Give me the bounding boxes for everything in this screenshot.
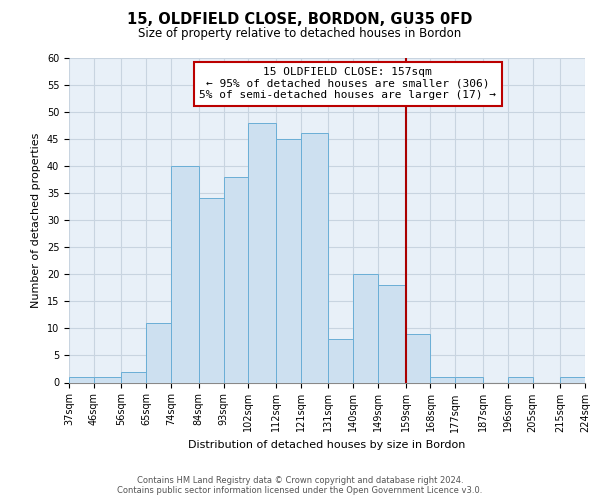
Bar <box>248 122 276 382</box>
Bar <box>121 372 146 382</box>
Bar <box>276 138 301 382</box>
Y-axis label: Number of detached properties: Number of detached properties <box>31 132 41 308</box>
Bar <box>406 334 430 382</box>
Text: Size of property relative to detached houses in Bordon: Size of property relative to detached ho… <box>139 28 461 40</box>
Text: 15 OLDFIELD CLOSE: 157sqm
← 95% of detached houses are smaller (306)
5% of semi-: 15 OLDFIELD CLOSE: 157sqm ← 95% of detac… <box>199 67 496 100</box>
Bar <box>560 377 585 382</box>
Bar <box>455 377 483 382</box>
Bar <box>94 377 121 382</box>
Bar <box>69 377 94 382</box>
Bar <box>171 166 199 382</box>
Bar <box>430 377 455 382</box>
Text: 15, OLDFIELD CLOSE, BORDON, GU35 0FD: 15, OLDFIELD CLOSE, BORDON, GU35 0FD <box>127 12 473 28</box>
Bar <box>508 377 533 382</box>
Bar <box>224 176 248 382</box>
X-axis label: Distribution of detached houses by size in Bordon: Distribution of detached houses by size … <box>188 440 466 450</box>
Bar <box>199 198 224 382</box>
Bar <box>301 134 328 382</box>
Text: Contains HM Land Registry data © Crown copyright and database right 2024.
Contai: Contains HM Land Registry data © Crown c… <box>118 476 482 495</box>
Bar <box>353 274 378 382</box>
Bar <box>378 285 406 382</box>
Bar <box>146 323 171 382</box>
Bar <box>328 339 353 382</box>
